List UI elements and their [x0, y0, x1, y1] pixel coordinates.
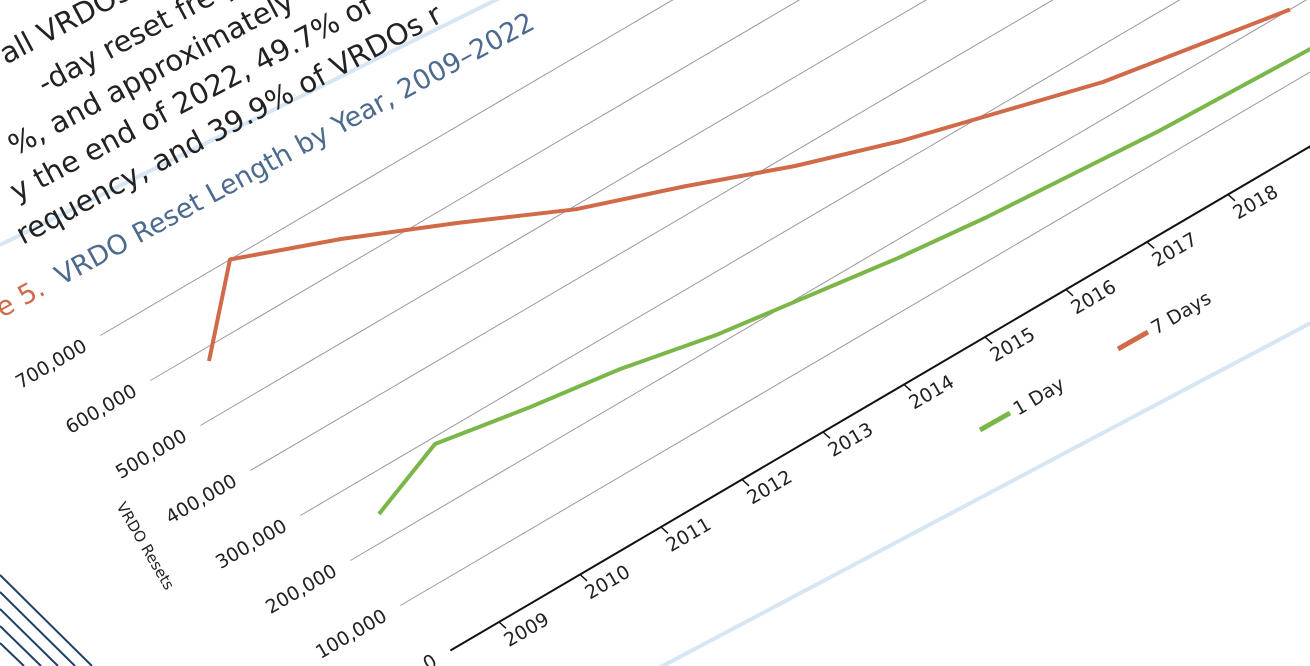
x-tick-label: 2017 [1148, 228, 1201, 271]
series-line [377, 46, 1310, 516]
legend-label: 7 Days [1147, 287, 1215, 339]
y-tick-label: 300,000 [212, 515, 291, 574]
x-tick-label: 2015 [986, 323, 1039, 366]
grid-line [350, 0, 1308, 561]
x-tick-label: 2018 [1229, 181, 1282, 224]
x-tick [579, 573, 588, 582]
legend-swatch [1116, 329, 1150, 352]
grid-line [250, 0, 1054, 471]
separator [0, 0, 501, 247]
x-tick-label: 2016 [1067, 276, 1120, 319]
series-line [207, 7, 1291, 362]
y-tick-label: 400,000 [162, 470, 241, 529]
x-tick-label: 2010 [581, 561, 634, 604]
legend-swatch [978, 410, 1012, 433]
grid-line [100, 0, 674, 336]
x-tick [1227, 193, 1236, 202]
separator [658, 321, 1310, 666]
x-tick-label: 2012 [743, 466, 796, 509]
grid-line [200, 0, 927, 426]
x-tick-label: 2011 [662, 513, 715, 556]
x-axis-line [449, 145, 1310, 652]
y-tick-label: 700,000 [12, 335, 91, 394]
hatch-decoration [0, 574, 93, 666]
y-tick-label: 200,000 [262, 560, 341, 619]
grid-line [300, 0, 1181, 516]
x-tick [1065, 288, 1074, 297]
x-tick [498, 621, 507, 629]
grid-line [150, 0, 801, 381]
y-tick-label: 600,000 [62, 380, 141, 439]
x-tick-label: 2009 [500, 608, 553, 651]
x-tick-label: 2013 [824, 418, 877, 461]
paragraph: all VRDOs rep -day reset frequen %, and … [0, 0, 448, 251]
x-tick [903, 383, 912, 392]
y-tick-label: 500,000 [112, 425, 191, 484]
x-tick-label: 2014 [905, 371, 958, 414]
x-tick [822, 431, 831, 439]
x-tick [660, 526, 669, 534]
x-tick [984, 336, 993, 344]
title-prefix: e 5. [0, 273, 50, 325]
y-tick-label: 100,000 [312, 605, 391, 664]
x-tick [1146, 241, 1155, 249]
y-tick-label: 0 [419, 650, 441, 666]
x-tick [741, 478, 750, 487]
grid-line [400, 71, 1310, 606]
legend-label: 1 Day [1009, 373, 1068, 420]
